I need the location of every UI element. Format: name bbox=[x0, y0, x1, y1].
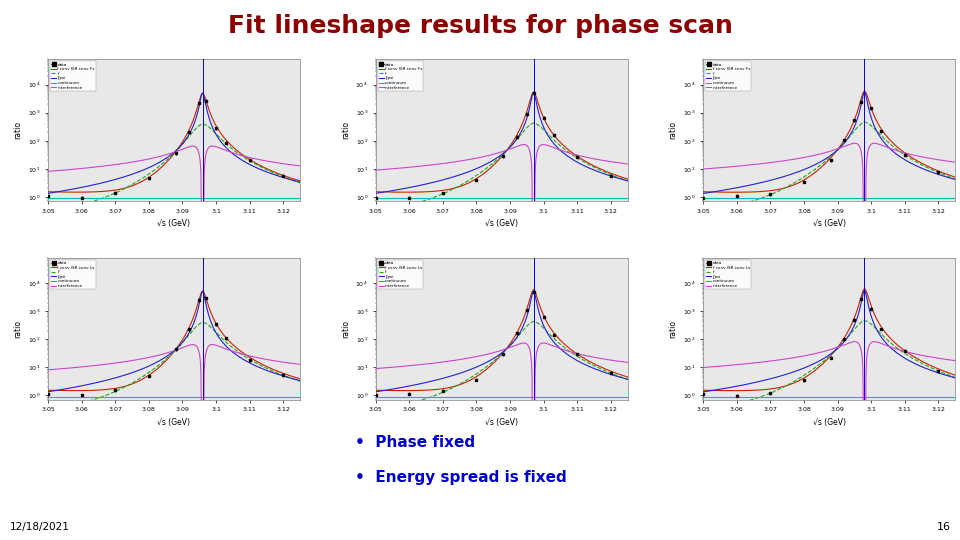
Text: 12/18/2021: 12/18/2021 bbox=[10, 522, 69, 532]
X-axis label: √s (GeV): √s (GeV) bbox=[485, 418, 518, 427]
X-axis label: √s (GeV): √s (GeV) bbox=[813, 418, 846, 427]
Y-axis label: ratio: ratio bbox=[13, 122, 22, 139]
X-axis label: √s (GeV): √s (GeV) bbox=[485, 219, 518, 228]
X-axis label: √s (GeV): √s (GeV) bbox=[813, 219, 846, 228]
Text: 16: 16 bbox=[936, 522, 950, 532]
Y-axis label: ratio: ratio bbox=[668, 122, 678, 139]
Y-axis label: ratio: ratio bbox=[341, 122, 349, 139]
Legend: data, f conv ISR conv Ls, f, J/psi, continuum, interference: data, f conv ISR conv Ls, f, J/psi, cont… bbox=[706, 260, 751, 289]
Legend: data, f conv ISR conv Fs, f, J/psi, continuum, interference: data, f conv ISR conv Fs, f, J/psi, cont… bbox=[50, 62, 96, 91]
Text: •  Phase fixed: • Phase fixed bbox=[355, 435, 475, 450]
Y-axis label: ratio: ratio bbox=[668, 320, 678, 338]
Text: Fit lineshape results for phase scan: Fit lineshape results for phase scan bbox=[228, 14, 732, 37]
Legend: data, f conv ISR conv Ls, f, J/psi, continuum, interference: data, f conv ISR conv Ls, f, J/psi, cont… bbox=[377, 260, 423, 289]
Legend: data, f conv ISR conv Fs, f, J/psi, continuum, interference: data, f conv ISR conv Fs, f, J/psi, cont… bbox=[377, 62, 423, 91]
Y-axis label: ratio: ratio bbox=[341, 320, 349, 338]
X-axis label: √s (GeV): √s (GeV) bbox=[157, 418, 190, 427]
Text: •  Energy spread is fixed: • Energy spread is fixed bbox=[355, 470, 567, 485]
Legend: data, f conv ISR conv Ls, f, J/psi, continuum, interference: data, f conv ISR conv Ls, f, J/psi, cont… bbox=[50, 260, 96, 289]
X-axis label: √s (GeV): √s (GeV) bbox=[157, 219, 190, 228]
Y-axis label: ratio: ratio bbox=[13, 320, 22, 338]
Legend: data, f conv ISR conv Fs, f, J/psi, continuum, interference: data, f conv ISR conv Fs, f, J/psi, cont… bbox=[706, 62, 751, 91]
